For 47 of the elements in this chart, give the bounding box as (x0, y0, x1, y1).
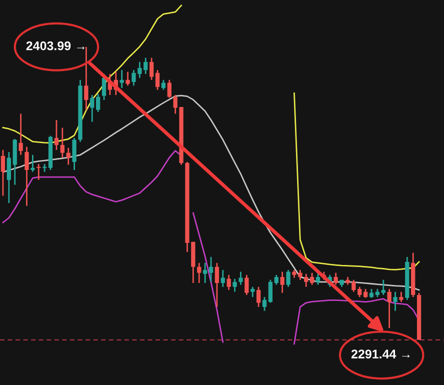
candlestick (304, 273, 308, 288)
candlestick (244, 274, 249, 296)
candlestick (96, 93, 100, 113)
candlestick (36, 163, 41, 181)
candlestick (18, 113, 23, 156)
candlestick (250, 286, 255, 298)
candlestick (60, 127, 64, 158)
candlestick (0, 149, 6, 196)
candlestick (197, 262, 202, 284)
candlestick (393, 291, 398, 312)
candlestick (262, 296, 267, 312)
candlestick (238, 271, 243, 286)
candlestick (90, 94, 94, 123)
candlestick (268, 279, 273, 304)
candlestick (316, 271, 320, 286)
candlestick (149, 57, 154, 81)
candlestick (226, 274, 231, 291)
candlestick (30, 154, 35, 173)
candlestick (381, 279, 386, 296)
candlestick (120, 69, 124, 89)
candlestick (126, 71, 130, 86)
candlestick (334, 272, 338, 286)
candlestick (214, 262, 220, 308)
candlestick (155, 69, 160, 91)
candlestick (310, 272, 314, 286)
candlestick (220, 269, 225, 288)
candlestick (274, 274, 278, 286)
candlestick (399, 291, 404, 303)
candlestick (202, 262, 208, 284)
candlestick (84, 46, 88, 111)
candlestick (358, 286, 362, 298)
candlestick (232, 278, 237, 293)
annotation: 2403.99 → (26, 41, 84, 50)
candlestick (208, 256, 214, 283)
candlestick (72, 137, 76, 171)
candlestick (161, 79, 166, 91)
candlestick (42, 163, 47, 173)
text: 2291.44 → (351, 350, 410, 358)
candlestick (256, 286, 261, 308)
candlestick (6, 151, 11, 204)
candlestick (280, 271, 284, 294)
candlestick (54, 119, 59, 151)
candlestick (387, 288, 392, 329)
candlestick (66, 147, 70, 166)
candlestick (24, 146, 29, 207)
candlestick (167, 79, 172, 99)
candlestick (286, 269, 290, 288)
